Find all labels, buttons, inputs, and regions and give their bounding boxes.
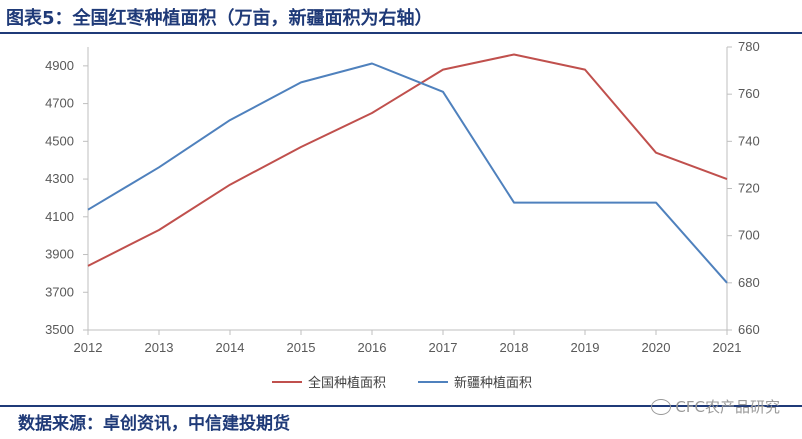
right-tick-label: 680 xyxy=(738,275,760,290)
x-tick-label: 2021 xyxy=(713,340,742,355)
left-tick-label: 3900 xyxy=(45,247,74,262)
watermark: CFC农产品研究 xyxy=(651,396,780,417)
series-line-2 xyxy=(87,62,728,284)
x-tick-label: 2018 xyxy=(500,340,529,355)
chart-title: 图表5：全国红枣种植面积（万亩，新疆面积为右轴） xyxy=(6,8,433,29)
legend-label-2: 新疆种植面积 xyxy=(454,375,532,391)
left-tick-label: 4100 xyxy=(45,209,74,224)
left-tick-label: 4300 xyxy=(45,171,74,186)
left-tick-label: 3500 xyxy=(45,322,74,337)
right-tick-label: 660 xyxy=(738,322,760,337)
x-tick-label: 2015 xyxy=(287,340,316,355)
source-note: 数据来源：卓创资讯，中信建投期货 xyxy=(18,414,290,434)
watermark-text: CFC农产品研究 xyxy=(675,398,780,416)
x-tick-label: 2017 xyxy=(429,340,458,355)
series-line-1 xyxy=(87,53,728,267)
left-tick-label: 4900 xyxy=(45,58,74,73)
legend-label-1: 全国种植面积 xyxy=(308,375,386,391)
source-divider xyxy=(0,405,802,407)
line-chart: 3500 3700 3900 4100 4300 4500 4700 4900 660 680 70… xyxy=(45,39,760,391)
wechat-icon xyxy=(651,398,672,415)
x-tick-label: 2013 xyxy=(145,340,174,355)
x-tick-label: 2020 xyxy=(642,340,671,355)
x-tick-label: 2016 xyxy=(358,340,387,355)
x-tick-label: 2019 xyxy=(571,340,600,355)
chart-lines xyxy=(87,53,728,284)
right-tick-label: 720 xyxy=(738,181,760,196)
right-tick-label: 740 xyxy=(738,133,760,148)
chart-legend: 全国种植面积 新疆种植面积 xyxy=(272,375,532,391)
left-tick-label: 4500 xyxy=(45,133,74,148)
chart-axes: 3500 3700 3900 4100 4300 4500 4700 4900 660 680 70… xyxy=(45,39,760,355)
right-tick-label: 780 xyxy=(738,39,760,54)
x-tick-label: 2014 xyxy=(216,340,245,355)
right-tick-label: 700 xyxy=(738,228,760,243)
x-tick-label: 2012 xyxy=(74,340,103,355)
left-tick-label: 4700 xyxy=(45,96,74,111)
left-tick-label: 3700 xyxy=(45,284,74,299)
title-divider xyxy=(0,32,802,34)
right-tick-label: 760 xyxy=(738,86,760,101)
